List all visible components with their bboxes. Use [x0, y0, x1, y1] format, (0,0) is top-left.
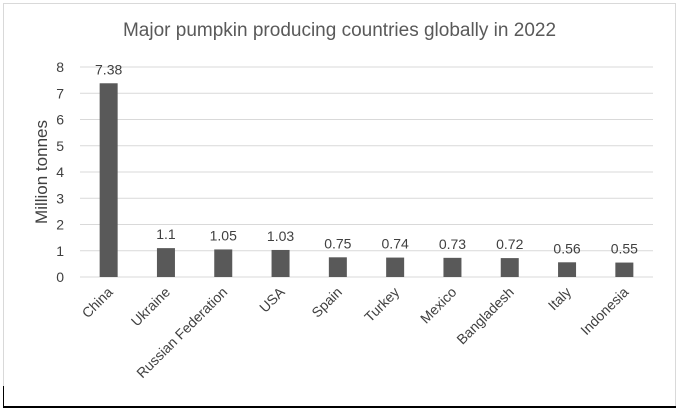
- data-labels: 7.38 1.1 1.05 1.03 0.75 0.74 0.73 0.72 0.56 0.55: [95, 61, 638, 256]
- x-tick-label: Indonesia: [577, 284, 631, 338]
- bar: [156, 248, 175, 277]
- data-label: 0.72: [496, 236, 523, 252]
- data-label: 0.55: [611, 241, 638, 257]
- x-tick-label: Spain: [308, 284, 345, 321]
- x-tick-label: China: [79, 284, 116, 321]
- left-border-rule: [3, 386, 4, 406]
- bar: [99, 83, 118, 278]
- bar: [386, 257, 405, 277]
- bottom-border-rule: [3, 406, 676, 408]
- x-tick-label: Bangladesh: [453, 284, 517, 348]
- y-tick-label: 0: [56, 269, 64, 285]
- data-label: 0.75: [324, 235, 351, 251]
- y-tick-label: 6: [56, 112, 64, 128]
- bar: [328, 257, 347, 277]
- data-label: 1.05: [210, 227, 237, 243]
- y-axis-label: Million tonnes: [32, 120, 51, 224]
- gridlines: [80, 66, 653, 278]
- data-label: 7.38: [95, 61, 122, 77]
- x-tick-label: Ukraine: [128, 284, 174, 330]
- chart-title: Major pumpkin producing countries global…: [122, 20, 557, 41]
- data-label: 0.73: [439, 236, 466, 252]
- y-tick-label: 8: [56, 59, 64, 75]
- x-tick-label: Turkey: [361, 284, 402, 325]
- bar: [615, 262, 634, 277]
- y-tick-label: 2: [56, 217, 64, 233]
- bar: [558, 262, 577, 277]
- y-axis-ticks: 0 1 2 3 4 5 6 7 8: [56, 59, 64, 285]
- data-label: 1.1: [156, 226, 176, 242]
- bar: [500, 258, 519, 277]
- bar: [443, 257, 462, 277]
- y-tick-label: 3: [56, 190, 64, 206]
- y-tick-label: 7: [56, 85, 64, 101]
- x-tick-label: USA: [256, 283, 288, 315]
- bar: [271, 249, 290, 277]
- x-tick-label: Mexico: [417, 284, 460, 327]
- bar: [214, 249, 233, 277]
- y-tick-label: 1: [56, 243, 64, 259]
- y-tick-label: 4: [56, 164, 64, 180]
- data-label: 1.03: [267, 228, 294, 244]
- bars: [99, 83, 634, 278]
- y-tick-label: 5: [56, 138, 64, 154]
- data-label: 0.56: [553, 240, 580, 256]
- x-tick-label: Italy: [545, 284, 574, 313]
- data-label: 0.74: [382, 236, 409, 252]
